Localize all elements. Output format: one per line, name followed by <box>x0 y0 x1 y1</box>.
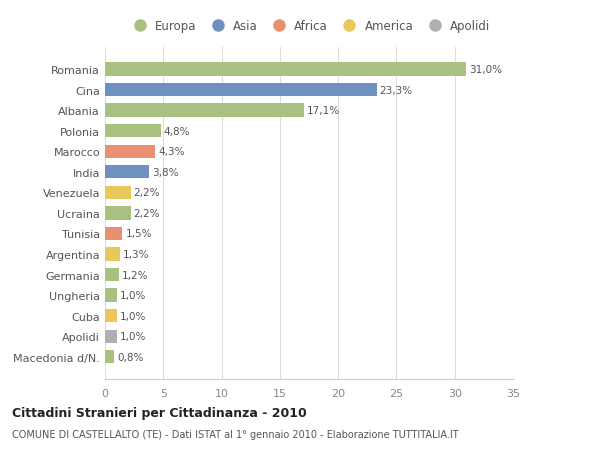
Text: Cittadini Stranieri per Cittadinanza - 2010: Cittadini Stranieri per Cittadinanza - 2… <box>12 406 307 419</box>
Bar <box>105 186 131 200</box>
Bar <box>105 227 122 241</box>
Text: 23,3%: 23,3% <box>380 85 413 95</box>
Bar <box>105 63 466 77</box>
Text: 3,8%: 3,8% <box>152 168 179 178</box>
Bar <box>105 289 116 302</box>
Bar <box>105 309 116 323</box>
Text: 17,1%: 17,1% <box>307 106 340 116</box>
Bar <box>105 330 116 343</box>
Text: 1,0%: 1,0% <box>119 291 146 301</box>
Bar <box>105 248 120 261</box>
Bar <box>105 145 155 158</box>
Text: 1,3%: 1,3% <box>123 249 149 259</box>
Bar <box>105 207 131 220</box>
Bar <box>105 104 304 118</box>
Bar <box>105 125 161 138</box>
Text: 4,3%: 4,3% <box>158 147 185 157</box>
Text: COMUNE DI CASTELLALTO (TE) - Dati ISTAT al 1° gennaio 2010 - Elaborazione TUTTIT: COMUNE DI CASTELLALTO (TE) - Dati ISTAT … <box>12 429 458 439</box>
Text: 4,8%: 4,8% <box>164 126 190 136</box>
Text: 2,2%: 2,2% <box>134 188 160 198</box>
Bar <box>105 269 119 282</box>
Text: 1,0%: 1,0% <box>119 331 146 341</box>
Text: 1,2%: 1,2% <box>122 270 148 280</box>
Text: 1,0%: 1,0% <box>119 311 146 321</box>
Legend: Europa, Asia, Africa, America, Apolidi: Europa, Asia, Africa, America, Apolidi <box>125 18 493 36</box>
Text: 1,5%: 1,5% <box>125 229 152 239</box>
Bar <box>105 350 115 364</box>
Text: 2,2%: 2,2% <box>134 208 160 218</box>
Text: 0,8%: 0,8% <box>117 352 143 362</box>
Bar <box>105 84 377 97</box>
Text: 31,0%: 31,0% <box>469 65 502 75</box>
Bar <box>105 166 149 179</box>
